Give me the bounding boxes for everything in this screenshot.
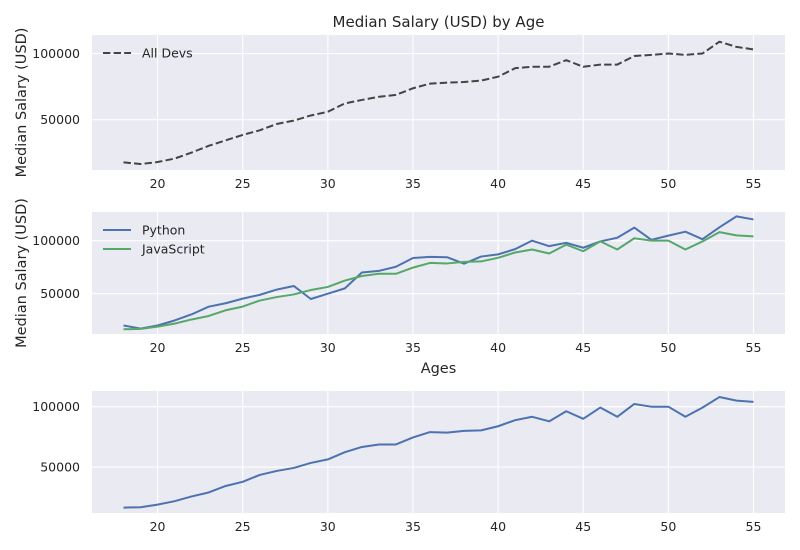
x-tick-label: 45: [575, 340, 591, 355]
series-line-python: [123, 215, 754, 330]
x-axis-label: Ages: [421, 361, 457, 377]
legend-label-javascript: JavaScript: [141, 242, 205, 257]
bottom-chart-panel: 20 25 30 35 40 45 50 55 50000 100000: [32, 391, 785, 534]
series-line-javascript: [123, 231, 754, 331]
y-tick-label: 50000: [40, 460, 80, 475]
series-line-all-devs: [123, 40, 754, 166]
x-tick-label: 55: [746, 176, 762, 191]
x-tick-label: 20: [150, 340, 166, 355]
x-tick-label: 20: [150, 176, 166, 191]
x-tick-label: 40: [490, 176, 506, 191]
legend-label-python: Python: [142, 223, 185, 238]
y-tick-label: 100000: [32, 233, 80, 248]
x-tick-label: 25: [235, 176, 251, 191]
top-chart-panel: 20 25 30 35 40 45 50 55 50000 100000 All Devs Media…: [14, 13, 785, 191]
x-tick-label: 20: [150, 519, 166, 534]
x-tick-label: 35: [405, 519, 421, 534]
y-tick-label: 50000: [40, 112, 80, 127]
x-tick-label: 25: [235, 340, 251, 355]
y-axis-label: Median Salary (USD): [14, 28, 30, 178]
x-tick-label: 45: [575, 176, 591, 191]
y-tick-label: 50000: [40, 286, 80, 301]
y-axis-label: Median Salary (USD): [14, 198, 30, 348]
x-tick-label: 30: [320, 519, 336, 534]
y-tick-label: 100000: [32, 46, 80, 61]
x-tick-label: 50: [660, 176, 676, 191]
x-tick-label: 35: [405, 176, 421, 191]
x-tick-label: 40: [490, 340, 506, 355]
series-line-line-0: [123, 396, 754, 509]
plot-area: [92, 35, 785, 170]
x-tick-label: 55: [746, 519, 762, 534]
x-tick-label: 30: [320, 176, 336, 191]
y-tick-label: 100000: [32, 399, 80, 414]
x-tick-label: 30: [320, 340, 336, 355]
x-tick-label: 40: [490, 519, 506, 534]
legend-label-all-devs: All Devs: [142, 46, 193, 61]
x-tick-label: 55: [746, 340, 762, 355]
x-tick-label: 50: [660, 340, 676, 355]
x-tick-label: 25: [235, 519, 251, 534]
x-tick-label: 50: [660, 519, 676, 534]
chart-title: Median Salary (USD) by Age: [333, 13, 545, 31]
plot-area: [92, 212, 785, 334]
middle-chart-panel: 20 25 30 35 40 45 50 55 50000 100000 Python JavaScr…: [14, 198, 785, 377]
x-tick-label: 45: [575, 519, 591, 534]
x-tick-label: 35: [405, 340, 421, 355]
